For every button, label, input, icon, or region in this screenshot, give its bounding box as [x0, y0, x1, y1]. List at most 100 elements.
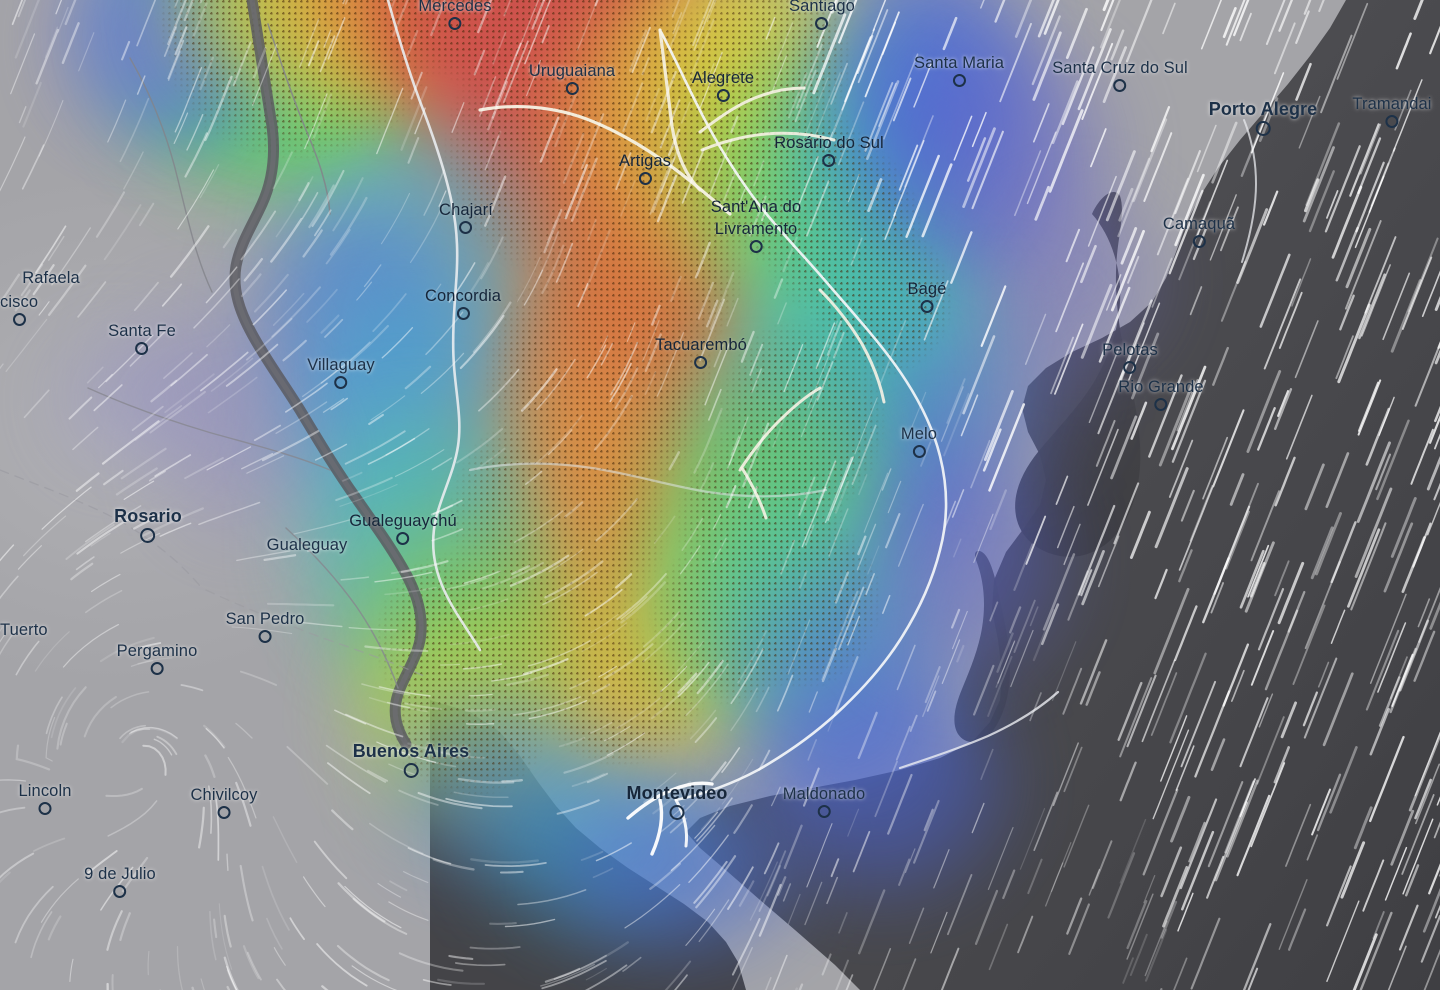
- city-name: Livramento: [715, 221, 798, 238]
- city-name: Melo: [901, 426, 937, 443]
- city-label-camaqu[interactable]: Camaquã: [1163, 216, 1235, 248]
- city-name: Tramandai: [1352, 96, 1431, 113]
- city-label-santiago[interactable]: Santiago: [789, 0, 855, 30]
- city-name: Alegrete: [692, 70, 754, 87]
- city-marker-dot[interactable]: [403, 763, 418, 778]
- city-label-gualeguay[interactable]: Gualeguay: [267, 537, 348, 554]
- city-label-santa-maria[interactable]: Santa Maria: [914, 55, 1004, 87]
- city-name: Camaquã: [1163, 216, 1235, 233]
- city-label-santa-fe[interactable]: Santa Fe: [108, 323, 176, 355]
- city-label-maldonado[interactable]: Maldonado: [783, 786, 866, 818]
- city-name: 9 de Julio: [84, 866, 156, 883]
- city-marker-dot[interactable]: [259, 630, 272, 643]
- city-name: Rosario: [114, 507, 182, 526]
- city-label-buenos-aires[interactable]: Buenos Aires: [353, 742, 470, 778]
- city-marker-dot[interactable]: [953, 74, 966, 87]
- city-name: Pergamino: [117, 643, 198, 660]
- city-name: Santiago: [789, 0, 855, 15]
- city-name: Lincoln: [19, 783, 72, 800]
- city-marker-dot[interactable]: [823, 154, 836, 167]
- city-marker-dot[interactable]: [459, 221, 472, 234]
- city-name: Chivilcoy: [191, 787, 258, 804]
- city-label-rosario[interactable]: Rosario: [114, 507, 182, 543]
- city-name: Artigas: [619, 153, 671, 170]
- city-name: Mercedes: [418, 0, 491, 15]
- city-label-porto-alegre[interactable]: Porto Alegre: [1209, 100, 1318, 136]
- city-label-lincoln[interactable]: Lincoln: [19, 783, 72, 815]
- city-label-santa-cruz-do-sul[interactable]: Santa Cruz do Sul: [1052, 60, 1188, 92]
- city-label-9-de-julio[interactable]: 9 de Julio: [84, 866, 156, 898]
- city-label-alegrete[interactable]: Alegrete: [692, 70, 754, 102]
- city-marker-dot[interactable]: [113, 885, 126, 898]
- city-name: Pelotas: [1102, 342, 1158, 359]
- city-label-cisco[interactable]: cisco: [0, 294, 38, 326]
- city-label-pergamino[interactable]: Pergamino: [117, 643, 198, 675]
- city-marker-dot[interactable]: [135, 342, 148, 355]
- city-label-san-pedro[interactable]: San Pedro: [226, 611, 305, 643]
- city-label-chivilcoy[interactable]: Chivilcoy: [191, 787, 258, 819]
- weather-map[interactable]: Mercedes Santiago Santa Cruz do Sul Santa M…: [0, 0, 1440, 990]
- city-label-pelotas[interactable]: Pelotas: [1102, 342, 1158, 374]
- city-marker-dot[interactable]: [39, 802, 52, 815]
- city-label-uruguaiana[interactable]: Uruguaiana: [529, 63, 615, 95]
- city-name: Santa Cruz do Sul: [1052, 60, 1188, 77]
- city-label-gualeguaych[interactable]: Gualeguaychú: [349, 513, 457, 545]
- city-label-rafaela[interactable]: Rafaela: [22, 270, 80, 287]
- city-name: Gualeguaychú: [349, 513, 457, 530]
- city-name: Bagé: [908, 281, 947, 298]
- city-label-ros-rio-do-sul[interactable]: Rosário do Sul: [774, 135, 884, 167]
- city-marker-dot[interactable]: [1124, 361, 1137, 374]
- city-name: Tuerto: [0, 622, 48, 639]
- city-marker-dot[interactable]: [750, 240, 763, 253]
- city-marker-dot[interactable]: [716, 89, 729, 102]
- city-label-bag[interactable]: Bagé: [908, 281, 947, 313]
- city-marker-dot[interactable]: [13, 313, 26, 326]
- city-marker-dot[interactable]: [150, 662, 163, 675]
- city-marker-dot[interactable]: [695, 356, 708, 369]
- city-marker-dot[interactable]: [141, 528, 156, 543]
- city-name: Montevideo: [626, 784, 727, 803]
- city-marker-dot[interactable]: [921, 300, 934, 313]
- city-marker-dot[interactable]: [639, 172, 652, 185]
- city-label-villaguay[interactable]: Villaguay: [307, 357, 375, 389]
- city-label-tramandai[interactable]: Tramandai: [1352, 96, 1431, 128]
- city-marker-dot[interactable]: [815, 17, 828, 30]
- city-name: Rosário do Sul: [774, 135, 884, 152]
- city-marker-dot[interactable]: [1154, 398, 1167, 411]
- city-marker-dot[interactable]: [1193, 235, 1206, 248]
- city-label-montevideo[interactable]: Montevideo: [626, 784, 727, 820]
- city-marker-dot[interactable]: [1386, 115, 1399, 128]
- city-label-chajar[interactable]: Chajarí: [439, 202, 493, 234]
- city-marker-dot[interactable]: [912, 445, 925, 458]
- city-label-artigas[interactable]: Artigas: [619, 153, 671, 185]
- city-name: Santa Maria: [914, 55, 1004, 72]
- city-marker-dot[interactable]: [566, 82, 579, 95]
- city-name: Sant'Ana do: [711, 199, 802, 216]
- city-name: Porto Alegre: [1209, 100, 1318, 119]
- city-label-mercedes[interactable]: Mercedes: [418, 0, 491, 30]
- city-label-livramento[interactable]: Livramento: [715, 221, 798, 253]
- city-marker-dot[interactable]: [1256, 121, 1271, 136]
- city-marker-dot[interactable]: [669, 805, 684, 820]
- city-marker-dot[interactable]: [456, 307, 469, 320]
- city-name: Maldonado: [783, 786, 866, 803]
- city-name: Villaguay: [307, 357, 375, 374]
- city-label-melo[interactable]: Melo: [901, 426, 937, 458]
- city-name: Concordia: [425, 288, 501, 305]
- city-marker-dot[interactable]: [397, 532, 410, 545]
- city-marker-dot[interactable]: [217, 806, 230, 819]
- city-label-rio-grande[interactable]: Rio Grande: [1118, 379, 1203, 411]
- city-marker-dot[interactable]: [335, 376, 348, 389]
- city-label-tuerto[interactable]: Tuerto: [0, 622, 48, 639]
- city-name: Uruguaiana: [529, 63, 615, 80]
- city-label-sant-ana-do[interactable]: Sant'Ana do: [711, 199, 802, 216]
- city-labels-layer: Mercedes Santiago Santa Cruz do Sul Santa M…: [0, 0, 1440, 990]
- city-name: Chajarí: [439, 202, 493, 219]
- city-marker-dot[interactable]: [1113, 79, 1126, 92]
- city-name: Santa Fe: [108, 323, 176, 340]
- city-label-tacuaremb[interactable]: Tacuarembó: [655, 337, 747, 369]
- city-label-concordia[interactable]: Concordia: [425, 288, 501, 320]
- city-name: Rio Grande: [1118, 379, 1203, 396]
- city-marker-dot[interactable]: [449, 17, 462, 30]
- city-marker-dot[interactable]: [817, 805, 830, 818]
